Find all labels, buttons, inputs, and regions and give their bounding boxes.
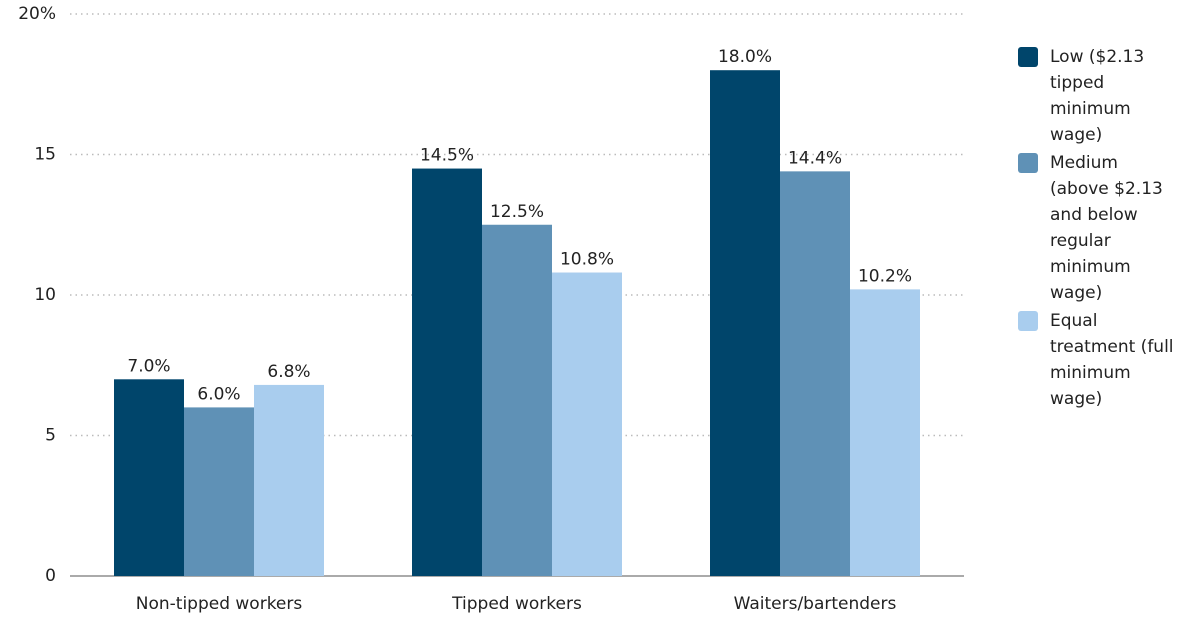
legend-label: Medium (above $2.13 and below regular mi… — [1050, 153, 1163, 303]
x-tick-label: Tipped workers — [451, 594, 582, 614]
bar — [850, 289, 920, 576]
bar — [114, 379, 184, 576]
value-label: 6.0% — [197, 384, 240, 404]
value-label: 18.0% — [718, 47, 772, 67]
y-tick-label: 0 — [45, 566, 56, 586]
value-label: 6.8% — [267, 362, 310, 382]
legend-item: Medium (above $2.13 and below regular mi… — [1018, 150, 1178, 306]
value-label: 10.2% — [858, 266, 912, 286]
value-label: 14.4% — [788, 148, 842, 168]
x-tick-label: Waiters/bartenders — [734, 594, 897, 614]
value-label: 7.0% — [127, 356, 170, 376]
bar — [482, 224, 552, 576]
bar — [184, 407, 254, 576]
legend: Low ($2.13 tipped minimum wage) Medium (a… — [1018, 44, 1178, 414]
value-label: 10.8% — [560, 250, 614, 270]
legend-swatch — [1018, 311, 1038, 331]
legend-swatch — [1018, 153, 1038, 173]
legend-swatch — [1018, 47, 1038, 67]
value-label: 12.5% — [490, 202, 544, 222]
x-tick-label: Non-tipped workers — [136, 594, 303, 614]
legend-label: Low ($2.13 tipped minimum wage) — [1050, 47, 1145, 145]
y-tick-label: 10 — [34, 285, 56, 305]
y-tick-label: 20% — [18, 4, 56, 24]
legend-item: Equal treatment (full minimum wage) — [1018, 308, 1178, 412]
value-label: 14.5% — [420, 146, 474, 166]
legend-label: Equal treatment (full minimum wage) — [1050, 311, 1174, 409]
bar — [552, 272, 622, 576]
y-tick-label: 15 — [34, 145, 56, 165]
plot: 0 5 10 15 20% Non-tipped workers 7.0% 6.0% 6.8% T… — [18, 4, 964, 614]
bar — [710, 70, 780, 576]
bar — [254, 384, 324, 576]
legend-item: Low ($2.13 tipped minimum wage) — [1018, 44, 1178, 148]
y-tick-label: 5 — [45, 426, 56, 446]
bar — [780, 171, 850, 577]
bar — [412, 168, 482, 577]
